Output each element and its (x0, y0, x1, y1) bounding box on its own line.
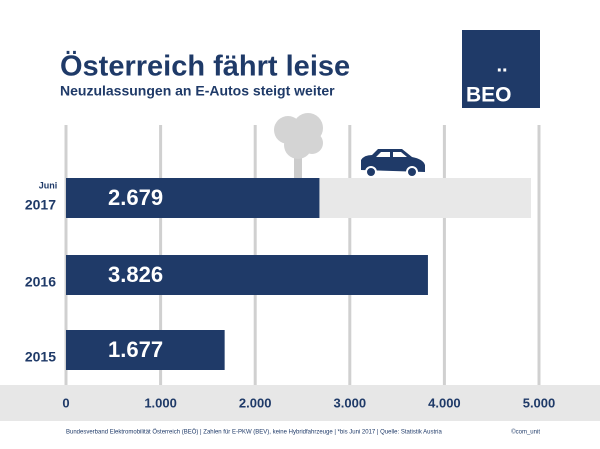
chart-subtitle: Neuzulassungen an E-Autos steigt weiter (60, 83, 335, 99)
annotation: Juni (39, 180, 58, 190)
logo-text: BEO (466, 84, 512, 107)
x-tick-label: 1.000 (144, 395, 177, 410)
x-tick-label: 3.000 (334, 395, 367, 410)
logo-dots: .. (496, 54, 507, 76)
footer: Bundesverband Elektromobilität Österreic… (66, 429, 443, 436)
y-tick-label: 2016 (25, 274, 56, 290)
x-tick-label: 2.000 (239, 395, 272, 410)
bar (66, 178, 320, 218)
x-tick-label: 5.000 (523, 395, 556, 410)
value-label: 2.679 (108, 185, 163, 210)
y-tick-label: 2015 (25, 349, 56, 365)
x-tick-label: 4.000 (428, 395, 461, 410)
chart-title: Österreich fährt leise (60, 50, 350, 83)
value-label: 1.677 (108, 337, 163, 362)
tree-icon (274, 113, 323, 178)
bar (66, 330, 225, 370)
x-tick-label: 0 (62, 395, 69, 410)
axis-band (0, 385, 600, 421)
y-tick-label: 2017 (25, 197, 56, 213)
logo (462, 30, 540, 108)
value-label: 3.826 (108, 262, 163, 287)
car-icon (361, 149, 425, 178)
bar (66, 255, 428, 295)
credit: ©com_unit (511, 429, 540, 436)
